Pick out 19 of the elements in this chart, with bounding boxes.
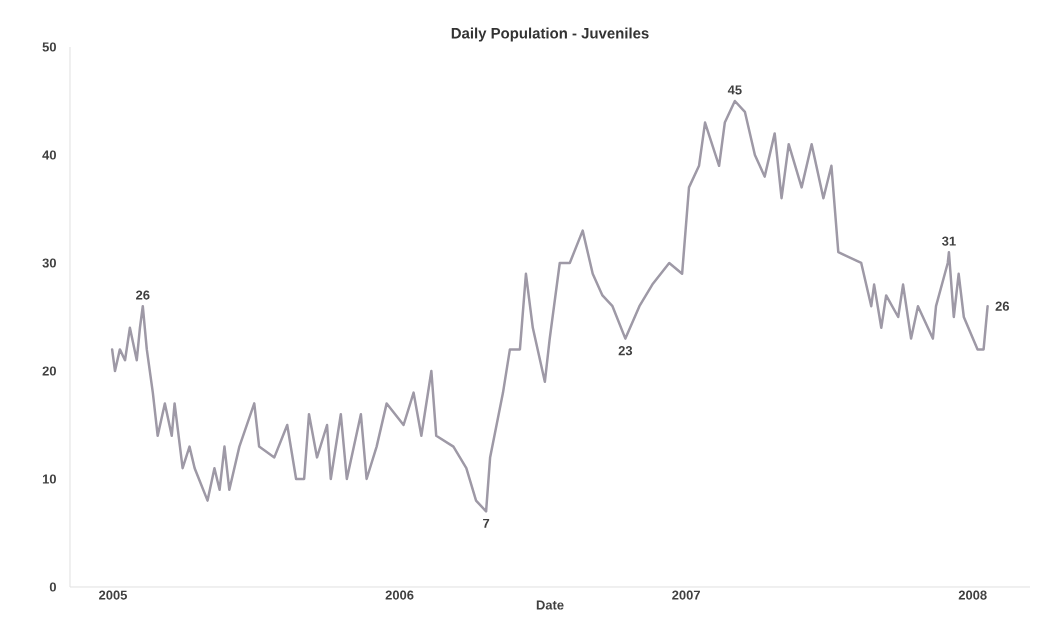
annotation: 7 (483, 518, 490, 528)
y-tick-label: 50 (42, 42, 56, 52)
annotation: 26 (995, 301, 1010, 311)
y-tick-label: 0 (49, 582, 56, 592)
y-tick-label: 30 (42, 258, 56, 268)
y-tick-label: 10 (42, 474, 56, 484)
line-series (110, 99, 989, 513)
x-tick-label: 2005 (99, 590, 128, 600)
chart-title: Daily Population - Juveniles (451, 27, 649, 42)
y-tick-label: 20 (42, 366, 56, 376)
annotation: 26 (136, 290, 150, 300)
x-tick-label: 2006 (385, 590, 414, 600)
annotation: 23 (618, 346, 633, 356)
x-tick-label: 2007 (672, 590, 700, 600)
x-axis-title: Date (536, 600, 564, 610)
annotation: 31 (942, 236, 956, 246)
annotation: 45 (727, 85, 742, 95)
y-tick-label: 40 (42, 150, 56, 160)
x-tick-label: 2008 (958, 590, 987, 600)
